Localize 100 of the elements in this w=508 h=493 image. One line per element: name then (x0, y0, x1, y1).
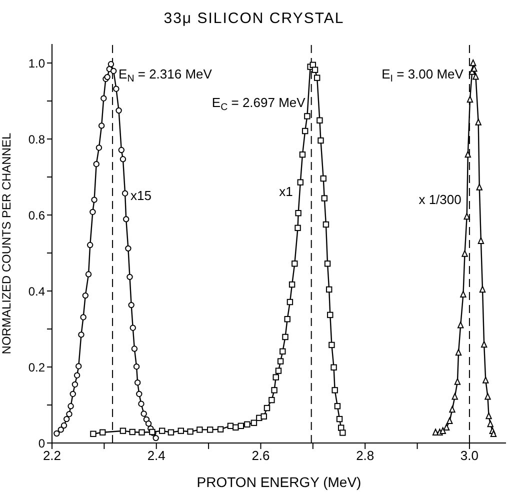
point (93, 160, 100, 168)
point (490, 430, 497, 437)
point (316, 117, 323, 124)
point (332, 387, 338, 394)
point (122, 190, 128, 196)
point (207, 426, 214, 433)
point (462, 250, 468, 257)
y-axis-title: NORMALIZED COUNTS PER CHANNEL (0, 132, 14, 354)
annotation: x15 (130, 188, 152, 203)
point (330, 364, 337, 370)
point (129, 428, 136, 436)
point (54, 430, 60, 437)
point (288, 281, 296, 288)
point (90, 208, 96, 216)
x-tick-label: 2.8 (356, 448, 374, 464)
point (292, 260, 298, 267)
point (187, 428, 194, 435)
x-tick-label: 3.0 (460, 448, 479, 464)
point (260, 413, 267, 420)
point (66, 411, 72, 418)
point (238, 422, 244, 429)
point (328, 342, 335, 348)
point (466, 96, 474, 103)
y-tick-label: 1.0 (28, 56, 46, 70)
point (299, 151, 306, 158)
x-tick-label: 2.6 (252, 448, 270, 464)
point (116, 107, 122, 114)
point (295, 210, 302, 216)
point (464, 212, 470, 220)
point (327, 312, 334, 318)
point (286, 298, 294, 306)
point (120, 156, 126, 162)
point (312, 66, 318, 73)
point (110, 68, 117, 74)
y-tick-label: 0.2 (28, 360, 46, 374)
point (336, 416, 343, 422)
annotation: E$_{N}$ = 2.316 MeV (118, 66, 212, 84)
point (98, 122, 105, 129)
point (324, 260, 331, 267)
point (454, 378, 461, 385)
point (297, 179, 304, 186)
point (130, 324, 136, 331)
point (302, 128, 308, 134)
point (322, 221, 330, 228)
point (60, 422, 68, 429)
point (282, 334, 288, 340)
point (118, 146, 125, 154)
point (85, 271, 92, 278)
point (334, 403, 341, 410)
point (304, 113, 310, 120)
point (478, 237, 484, 244)
y-tick-label: 0.4 (28, 284, 46, 298)
point (168, 429, 174, 436)
point (76, 363, 82, 370)
point (476, 184, 482, 190)
point (70, 390, 76, 398)
point (120, 428, 126, 434)
point (244, 421, 250, 428)
point (91, 196, 98, 203)
point (487, 420, 494, 428)
x-axis-title: PROTON ENERGY (MeV) (196, 474, 362, 490)
annotation: x1 (279, 184, 293, 200)
point (458, 322, 464, 328)
point (460, 290, 466, 298)
point (264, 404, 270, 412)
point (443, 424, 450, 431)
point (449, 406, 456, 413)
point (133, 364, 140, 370)
point (58, 426, 64, 433)
point (78, 332, 84, 338)
point (480, 340, 488, 348)
point (131, 346, 138, 352)
point (464, 150, 472, 158)
point (475, 118, 482, 126)
point (113, 86, 120, 92)
x-tick-label: 2.4 (147, 448, 166, 464)
point (74, 372, 80, 378)
point (100, 429, 106, 436)
annotation: x 1/300 (418, 192, 462, 207)
point (140, 410, 147, 417)
point (472, 73, 479, 80)
point (145, 420, 152, 427)
point (100, 95, 107, 102)
point (275, 368, 282, 374)
point (294, 224, 301, 232)
point (340, 430, 346, 436)
point (318, 137, 324, 144)
point (479, 286, 486, 293)
point (314, 74, 320, 81)
point (108, 61, 114, 68)
point (280, 348, 286, 355)
point (326, 286, 332, 293)
y-tick-label: 0.8 (28, 132, 46, 146)
y-tick-label: 0.6 (28, 208, 46, 222)
point (470, 59, 476, 66)
point (136, 390, 142, 398)
x-tick-label: 2.2 (42, 448, 62, 464)
point (446, 417, 453, 424)
annotation: E$_{I}$ = 3.00 MeV (382, 66, 464, 84)
point (440, 427, 446, 434)
